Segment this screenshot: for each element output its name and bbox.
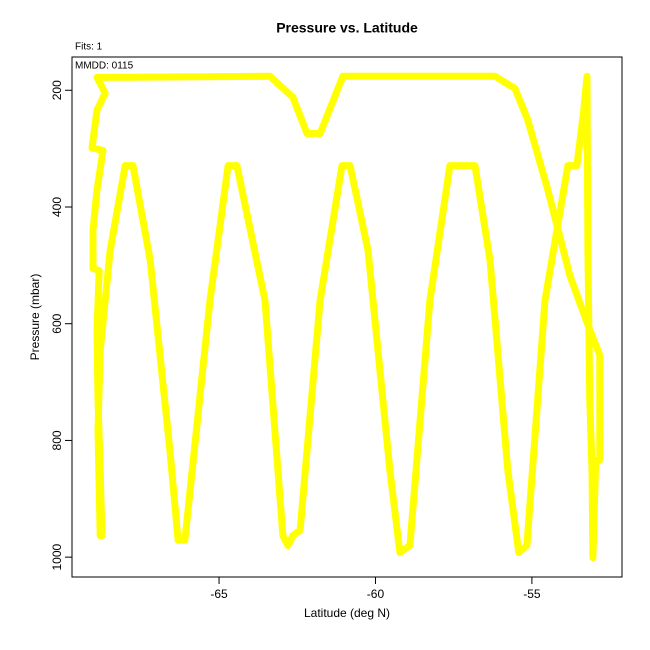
annotation: MMDD: 0115	[75, 61, 134, 72]
x-tick-label: -65	[210, 587, 228, 601]
y-tick-label: 800	[50, 430, 64, 450]
data-line	[88, 72, 604, 562]
x-tick-label: -55	[523, 587, 541, 601]
subtitle: Fits: 1	[75, 42, 103, 53]
x-axis-label: Latitude (deg N)	[304, 606, 390, 620]
y-axis-label: Pressure (mbar)	[28, 274, 42, 361]
y-tick-label: 200	[50, 80, 64, 100]
y-tick-label: 1000	[50, 543, 64, 570]
y-tick-label: 600	[50, 313, 64, 333]
plot-frame	[71, 56, 623, 578]
x-tick-label: -60	[367, 587, 385, 601]
y-tick-label: 400	[50, 197, 64, 217]
chart-title: Pressure vs. Latitude	[276, 20, 418, 36]
